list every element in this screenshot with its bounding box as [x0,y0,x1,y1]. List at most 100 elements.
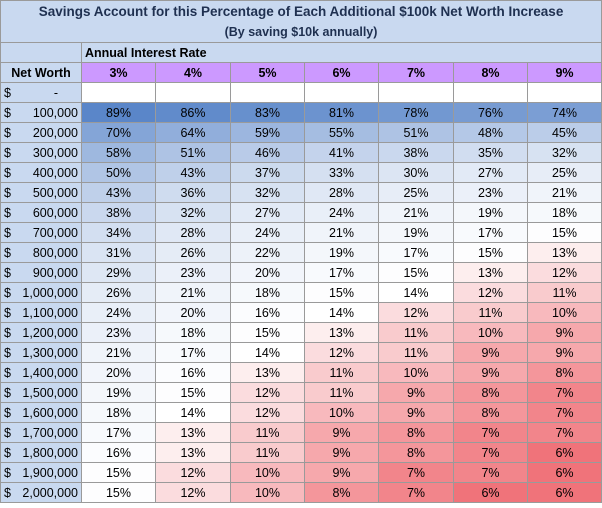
net-worth-cell[interactable]: $300,000 [0,142,82,163]
percentage-cell[interactable]: 11% [453,302,528,323]
percentage-cell[interactable]: 15% [81,482,156,503]
percentage-cell[interactable]: 13% [155,442,231,463]
net-worth-cell[interactable]: $1,200,000 [0,322,82,343]
percentage-cell[interactable]: 8% [526,362,602,383]
percentage-cell[interactable]: 9% [304,422,379,443]
percentage-cell[interactable]: 9% [378,382,454,403]
percentage-cell[interactable]: 19% [304,242,379,263]
percentage-cell[interactable]: 11% [526,282,602,303]
percentage-cell[interactable]: 6% [526,482,602,503]
percentage-cell[interactable]: 86% [155,102,231,123]
percentage-cell[interactable]: 32% [155,202,231,223]
percentage-cell[interactable]: 37% [230,162,305,183]
percentage-cell[interactable]: 19% [81,382,156,403]
percentage-cell[interactable]: 41% [304,142,379,163]
percentage-cell[interactable]: 11% [230,442,305,463]
percentage-cell[interactable]: 15% [378,262,454,283]
net-worth-cell[interactable]: $800,000 [0,242,82,263]
rate-header-cell[interactable]: 7% [378,62,454,83]
percentage-cell[interactable]: 89% [81,102,156,123]
percentage-cell[interactable]: 12% [230,402,305,423]
percentage-cell[interactable]: 7% [526,402,602,423]
percentage-cell[interactable]: 17% [453,222,528,243]
rate-header-cell[interactable]: 8% [453,62,528,83]
rate-header-cell[interactable]: 9% [526,62,602,83]
annual-interest-rate-label[interactable]: Annual Interest Rate [80,42,602,63]
percentage-cell[interactable] [453,82,528,103]
percentage-cell[interactable]: 20% [81,362,156,383]
percentage-cell[interactable]: 19% [453,202,528,223]
percentage-cell[interactable]: 11% [304,362,379,383]
percentage-cell[interactable]: 14% [304,302,379,323]
percentage-cell[interactable]: 11% [230,422,305,443]
net-worth-cell[interactable]: $900,000 [0,262,82,283]
percentage-cell[interactable]: 9% [378,402,454,423]
net-worth-cell[interactable]: $700,000 [0,222,82,243]
net-worth-cell[interactable]: $600,000 [0,202,82,223]
percentage-cell[interactable]: 12% [155,482,231,503]
percentage-cell[interactable]: 9% [453,342,528,363]
percentage-cell[interactable]: 21% [526,182,602,203]
percentage-cell[interactable]: 17% [378,242,454,263]
rate-header-cell[interactable]: 5% [230,62,305,83]
percentage-cell[interactable]: 70% [81,122,156,143]
percentage-cell[interactable]: 6% [526,442,602,463]
net-worth-cell[interactable]: $1,600,000 [0,402,82,423]
rate-header-cell[interactable]: 6% [304,62,379,83]
percentage-cell[interactable]: 17% [81,422,156,443]
percentage-cell[interactable]: 24% [304,202,379,223]
net-worth-cell[interactable]: $1,700,000 [0,422,82,443]
percentage-cell[interactable]: 10% [526,302,602,323]
rate-header-cell[interactable]: 4% [155,62,231,83]
percentage-cell[interactable]: 9% [304,442,379,463]
percentage-cell[interactable]: 38% [378,142,454,163]
percentage-cell[interactable]: 6% [526,462,602,483]
percentage-cell[interactable]: 7% [378,482,454,503]
percentage-cell[interactable]: 32% [230,182,305,203]
percentage-cell[interactable]: 12% [155,462,231,483]
percentage-cell[interactable]: 46% [230,142,305,163]
percentage-cell[interactable]: 9% [453,362,528,383]
percentage-cell[interactable]: 15% [230,322,305,343]
net-worth-cell[interactable]: $2,000,000 [0,482,82,503]
percentage-cell[interactable]: 8% [453,382,528,403]
percentage-cell[interactable]: 81% [304,102,379,123]
percentage-cell[interactable]: 11% [304,382,379,403]
percentage-cell[interactable]: 23% [453,182,528,203]
percentage-cell[interactable]: 28% [304,182,379,203]
percentage-cell[interactable]: 20% [155,302,231,323]
percentage-cell[interactable]: 12% [453,282,528,303]
percentage-cell[interactable]: 6% [453,482,528,503]
percentage-cell[interactable]: 7% [526,422,602,443]
percentage-cell[interactable]: 25% [378,182,454,203]
percentage-cell[interactable]: 32% [526,142,602,163]
percentage-cell[interactable]: 43% [81,182,156,203]
percentage-cell[interactable]: 14% [230,342,305,363]
percentage-cell[interactable]: 45% [526,122,602,143]
percentage-cell[interactable]: 33% [304,162,379,183]
percentage-cell[interactable]: 28% [155,222,231,243]
percentage-cell[interactable]: 34% [81,222,156,243]
percentage-cell[interactable]: 35% [453,142,528,163]
percentage-cell[interactable]: 83% [230,102,305,123]
percentage-cell[interactable]: 8% [453,402,528,423]
percentage-cell[interactable]: 64% [155,122,231,143]
net-worth-cell[interactable]: $1,900,000 [0,462,82,483]
percentage-cell[interactable] [155,82,231,103]
percentage-cell[interactable]: 14% [378,282,454,303]
percentage-cell[interactable]: 21% [81,342,156,363]
percentage-cell[interactable]: 24% [230,222,305,243]
percentage-cell[interactable]: 7% [453,442,528,463]
percentage-cell[interactable]: 7% [378,462,454,483]
percentage-cell[interactable]: 19% [378,222,454,243]
net-worth-cell[interactable]: $500,000 [0,182,82,203]
percentage-cell[interactable]: 18% [526,202,602,223]
percentage-cell[interactable]: 15% [81,462,156,483]
blank-cell[interactable] [0,42,82,63]
percentage-cell[interactable]: 16% [81,442,156,463]
percentage-cell[interactable]: 43% [155,162,231,183]
percentage-cell[interactable]: 26% [81,282,156,303]
percentage-cell[interactable]: 23% [81,322,156,343]
net-worth-cell[interactable]: $200,000 [0,122,82,143]
percentage-cell[interactable]: 30% [378,162,454,183]
